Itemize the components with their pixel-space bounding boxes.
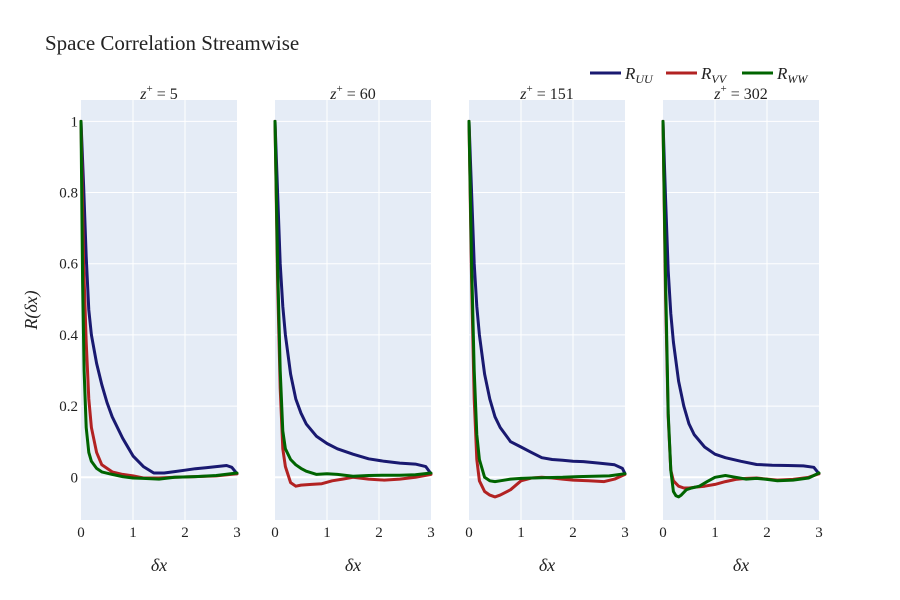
panel-4: 0 1 2 3 z+ = 302 δx: [659, 83, 823, 575]
x-axis-label: δx: [539, 555, 555, 575]
plot-background: [275, 100, 431, 520]
legend-label: RUU: [624, 64, 654, 86]
series-line-uu: [661, 119, 821, 476]
x-axis-label: δx: [345, 555, 361, 575]
subplot-title: z+ = 151: [519, 83, 573, 103]
x-tick-label: 3: [815, 525, 823, 541]
legend-item-uu[interactable]: RUU: [590, 64, 654, 86]
legend-label: RWW: [776, 64, 808, 86]
x-tick-label: 0: [465, 525, 473, 541]
panel-3: 0 1 2 3 z+ = 151 δx: [465, 83, 629, 575]
x-tick-label: 3: [427, 525, 435, 541]
x-tick-label: 0: [77, 525, 85, 541]
legend-item-ww[interactable]: RWW: [742, 64, 808, 86]
x-tick-label: 2: [569, 525, 577, 541]
y-tick-label: 0.6: [59, 257, 78, 273]
y-tick-label: 0.2: [59, 399, 78, 415]
x-tick-label: 2: [181, 525, 189, 541]
y-tick-label: 1: [71, 114, 79, 130]
x-tick-label: 1: [711, 525, 719, 541]
plot-background: [81, 100, 237, 520]
y-tick-label: 0.4: [59, 328, 78, 344]
subplot-title: z+ = 302: [713, 83, 767, 103]
series-line-ww: [661, 119, 821, 499]
series-line-uu: [467, 119, 627, 476]
y-tick-label: 0: [71, 470, 79, 486]
series-line-uu: [273, 119, 433, 476]
subplot-title: z+ = 60: [329, 83, 375, 103]
chart-title: Space Correlation Streamwise: [45, 31, 299, 55]
y-tick-label: 0.8: [59, 186, 78, 202]
y-axis-label: R(δx): [21, 290, 42, 330]
series-line-vv: [467, 119, 627, 499]
x-tick-label: 1: [129, 525, 137, 541]
series-line-uu: [79, 119, 239, 476]
legend: RUU RVV RWW: [590, 64, 808, 86]
series-line-ww: [273, 119, 433, 478]
x-axis-label: δx: [733, 555, 749, 575]
subplot-title: z+ = 5: [139, 83, 177, 103]
x-tick-label: 1: [323, 525, 331, 541]
series-line-ww: [467, 119, 627, 484]
plot-background: [469, 100, 625, 520]
x-tick-label: 0: [659, 525, 667, 541]
legend-item-vv[interactable]: RVV: [666, 64, 728, 86]
panel-1: 0 1 2 3 0 0.2 0.4 0.6 0.8 1 z+ = 5 δx: [59, 83, 241, 575]
x-tick-label: 3: [621, 525, 629, 541]
x-tick-label: 0: [271, 525, 279, 541]
x-tick-label: 1: [517, 525, 525, 541]
x-tick-label: 3: [233, 525, 241, 541]
panel-2: 0 1 2 3 z+ = 60 δx: [271, 83, 435, 575]
legend-label: RVV: [700, 64, 728, 86]
x-tick-label: 2: [375, 525, 383, 541]
series-line-ww: [79, 119, 239, 481]
plot-background: [663, 100, 819, 520]
series-line-vv: [273, 119, 433, 488]
x-axis-label: δx: [151, 555, 167, 575]
x-tick-label: 2: [763, 525, 771, 541]
